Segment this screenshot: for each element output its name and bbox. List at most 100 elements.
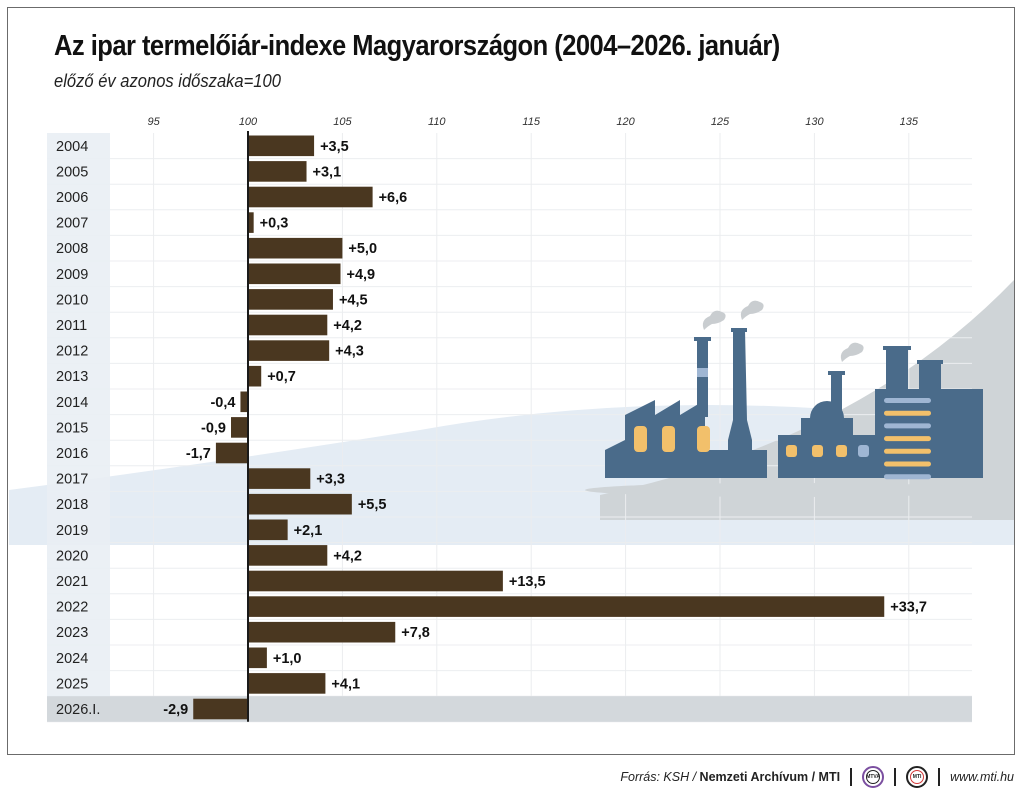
bars (193, 135, 885, 720)
data-label: +0,7 (267, 369, 296, 385)
bar (248, 570, 503, 592)
data-label: +5,0 (348, 241, 377, 257)
background-illustration (9, 280, 1014, 545)
data-label: +6,6 (379, 190, 408, 206)
bar (248, 545, 328, 566)
chimney-icon (886, 348, 908, 393)
divider (938, 768, 941, 786)
divider (894, 768, 897, 786)
source-agency: Nemzeti Archívum / MTI (699, 770, 841, 784)
bar (248, 596, 885, 617)
chimney-icon (919, 362, 941, 393)
category-label: 2023 (56, 625, 88, 641)
mti-logo-text: MTI (912, 774, 922, 780)
data-label: +3,1 (313, 164, 342, 180)
x-tick-label: 130 (805, 116, 824, 128)
data-label: +1,0 (273, 651, 302, 667)
x-tick-label: 100 (239, 116, 258, 128)
website-link[interactable]: www.mti.hu (950, 770, 1014, 784)
labels: 95 100 105 110 115 120 125 130 135 2004 +3,5 2005 +3… (56, 116, 927, 722)
bar (240, 391, 248, 413)
data-label: +4,1 (331, 676, 360, 692)
smoke-icon (840, 342, 864, 362)
data-label: -2,9 (163, 702, 188, 718)
data-label: +7,8 (401, 625, 430, 641)
source-credit: Forrás: KSH / Nemzeti Archívum / MTI (620, 770, 840, 784)
data-label: +4,2 (333, 318, 362, 334)
bar (248, 647, 267, 669)
bar (248, 263, 341, 285)
category-label: 2005 (56, 164, 88, 180)
category-label: 2025 (56, 676, 88, 692)
data-label: -0,4 (210, 395, 235, 411)
bar (248, 673, 326, 694)
factory-illustration (585, 300, 995, 497)
x-tick-label: 115 (522, 116, 540, 128)
window-icon (786, 445, 797, 457)
bar (248, 314, 328, 336)
bar (248, 621, 396, 643)
category-label: 2007 (56, 216, 88, 232)
mtva-logo-icon: MTVA (862, 766, 885, 788)
bar (248, 212, 254, 233)
category-label: 2021 (56, 574, 88, 590)
factory-building-icon (705, 450, 767, 478)
stripe-icon (884, 448, 931, 454)
x-tick-label: 120 (616, 116, 635, 128)
bar (231, 417, 248, 438)
stripe-icon (884, 398, 931, 403)
bar (248, 340, 330, 361)
data-label: -0,9 (201, 420, 226, 436)
data-label: +3,5 (320, 139, 349, 155)
data-label: +5,5 (358, 497, 387, 513)
data-label: -1,7 (186, 446, 211, 462)
smoke-icon (740, 300, 764, 320)
data-label: +13,5 (509, 574, 546, 590)
chart-subtitle: előző év azonos időszaka=100 (54, 71, 281, 91)
divider (850, 768, 853, 786)
chart-title: Az ipar termelőiár-indexe Magyarországon… (54, 30, 780, 62)
bar (248, 161, 307, 182)
category-label: 2008 (56, 241, 88, 257)
window-icon (858, 445, 869, 457)
stripe-icon (884, 436, 931, 442)
chimney-band-icon (697, 368, 708, 377)
label-column (47, 133, 110, 722)
window-icon (634, 426, 647, 452)
factory-building-icon (605, 400, 705, 478)
category-label: 2011 (56, 318, 87, 334)
bar (248, 365, 262, 387)
x-tick-label: 105 (333, 116, 352, 128)
chimney-icon (728, 330, 752, 478)
bar (248, 493, 352, 515)
x-tick-label: 95 (147, 116, 160, 128)
stripe-icon (884, 410, 931, 416)
footer: Forrás: KSH / Nemzeti Archívum / MTI MTV… (620, 765, 1014, 789)
mti-logo-icon: MTI (906, 766, 929, 788)
category-label: 2018 (56, 497, 88, 513)
data-label: +4,9 (347, 267, 376, 283)
chimney-cap-icon (917, 360, 943, 364)
bar (193, 698, 248, 720)
smoke-icon (702, 310, 726, 330)
data-label: +2,1 (294, 523, 323, 539)
stripe-icon (884, 461, 931, 467)
category-label: 2015 (56, 420, 88, 436)
window-icon (697, 426, 710, 452)
category-label: 2026.I. (56, 702, 100, 718)
x-tick-label: 110 (428, 116, 446, 128)
category-label: 2013 (56, 369, 88, 385)
category-label: 2017 (56, 472, 88, 488)
factory-building-icon (801, 418, 853, 438)
category-label: 2006 (56, 190, 88, 206)
x-tick-label: 135 (900, 116, 919, 128)
window-icon (836, 445, 847, 457)
bar (248, 135, 315, 157)
window-icon (812, 445, 823, 457)
category-label: 2019 (56, 523, 88, 539)
bar (248, 468, 311, 489)
stripe-icon (884, 423, 931, 429)
chimney-cap-icon (828, 371, 845, 375)
infographic-frame (7, 7, 1015, 755)
chimney-cap-icon (731, 328, 747, 332)
